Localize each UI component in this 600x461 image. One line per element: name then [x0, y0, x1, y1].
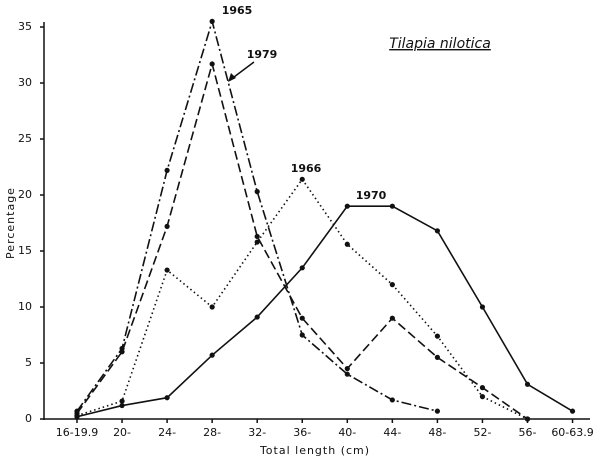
- y-tick-label: 25: [18, 132, 32, 145]
- series-label: 1979: [247, 48, 278, 61]
- data-point: [524, 416, 531, 422]
- x-tick-label: 56-: [519, 426, 537, 439]
- data-point: [164, 223, 170, 229]
- x-axis-label: Total length (cm): [259, 444, 370, 457]
- data-point: [389, 315, 395, 321]
- chart-title: Tilapia nilotica: [389, 36, 491, 52]
- data-point: [524, 381, 531, 387]
- x-tick-label: 24-: [158, 426, 176, 439]
- x-tick-label: 40-: [338, 426, 356, 439]
- x-tick-label: 20-: [113, 426, 131, 439]
- y-tick-label: 5: [25, 356, 32, 369]
- data-point: [479, 385, 486, 391]
- arrow-head: [228, 73, 236, 82]
- data-point: [299, 265, 305, 271]
- data-point: [209, 61, 215, 67]
- data-point: [344, 366, 350, 372]
- x-tick-label: 44-: [383, 426, 401, 439]
- y-tick-label: 10: [18, 300, 32, 313]
- series-label: 1965: [222, 4, 253, 17]
- y-axis-label: Percentage: [4, 187, 17, 259]
- x-tick-label: 32-: [248, 426, 266, 439]
- data-point: [254, 233, 260, 240]
- data-point: [479, 394, 486, 400]
- x-tick-label: 36-: [293, 426, 311, 439]
- data-point: [434, 228, 440, 234]
- series-line: [76, 18, 438, 412]
- y-tick-label: 30: [18, 76, 32, 89]
- y-tick-label: 35: [18, 20, 32, 33]
- data-point: [119, 402, 125, 409]
- series-line: [76, 177, 528, 420]
- data-point: [569, 408, 576, 414]
- data-point: [299, 176, 305, 182]
- x-tick-label: 28-: [203, 426, 221, 439]
- x-tick-label: 60-63.9: [551, 426, 593, 439]
- data-point: [389, 282, 395, 288]
- data-point: [74, 414, 80, 420]
- data-point: [209, 352, 215, 358]
- data-point: [254, 314, 260, 320]
- data-point: [164, 395, 170, 401]
- y-tick-label: 20: [18, 188, 32, 201]
- y-tick-label: 0: [25, 412, 32, 425]
- x-tick-label: 52-: [473, 426, 491, 439]
- data-point: [254, 189, 260, 195]
- data-point: [434, 354, 440, 360]
- y-tick-label: 15: [18, 244, 32, 257]
- x-tick-label: 16-19.9: [56, 426, 98, 439]
- data-point: [119, 398, 125, 404]
- data-point: [389, 203, 395, 209]
- data-point: [344, 371, 350, 377]
- data-point: [299, 332, 305, 338]
- series-label: 1966: [291, 162, 322, 175]
- data-point: [164, 267, 170, 273]
- data-point: [254, 239, 260, 245]
- data-point: [209, 304, 215, 310]
- x-tick-label: 48-: [428, 426, 446, 439]
- data-point: [299, 315, 305, 321]
- data-point: [119, 349, 125, 355]
- data-point: [344, 203, 350, 209]
- data-point: [164, 167, 170, 173]
- data-point: [344, 241, 350, 247]
- data-point: [434, 333, 440, 339]
- series-line: [76, 60, 528, 420]
- data-point: [389, 397, 395, 403]
- series-label: 1970: [356, 189, 387, 202]
- data-point: [479, 304, 486, 310]
- data-point: [434, 408, 440, 414]
- data-point: [209, 18, 215, 24]
- series-line: [76, 205, 573, 418]
